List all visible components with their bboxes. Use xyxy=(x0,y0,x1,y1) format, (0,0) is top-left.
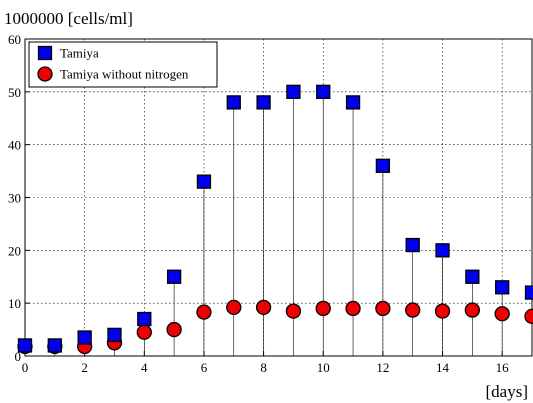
tamiya-without-nitrogen-point xyxy=(166,321,182,338)
data-marks xyxy=(17,84,533,355)
tamiya-point xyxy=(137,311,152,327)
legend-label: Tamiya without nitrogen xyxy=(60,67,189,82)
y-tick-label: 50 xyxy=(8,85,21,100)
x-tick-label: 10 xyxy=(317,360,330,375)
tamiya-without-nitrogen-point xyxy=(136,324,152,340)
y-axis-label: 1000000 [cells/ml] xyxy=(4,9,133,28)
tamiya-without-nitrogen-point xyxy=(196,304,212,320)
y-tick-label: 20 xyxy=(8,243,21,258)
x-axis-label: [days] xyxy=(486,382,528,401)
tamiya-without-nitrogen-point xyxy=(285,303,302,319)
y-tick-label: 40 xyxy=(8,138,21,153)
legend-box xyxy=(28,41,218,88)
tamiya-point xyxy=(524,285,533,300)
tamiya-point xyxy=(77,330,92,345)
tamiya-without-nitrogen-point xyxy=(434,303,451,319)
tamiya-without-nitrogen-point xyxy=(315,300,331,317)
tamiya-without-nitrogen-point xyxy=(375,300,391,317)
tamiya-without-nitrogen-point xyxy=(345,300,361,317)
x-tick-label: 0 xyxy=(22,360,29,375)
y-tick-label: 60 xyxy=(8,32,21,47)
tamiya-point xyxy=(316,84,331,99)
tamiya-without-nitrogen-point xyxy=(524,308,533,325)
tamiya-point xyxy=(47,338,62,353)
tamiya-point xyxy=(345,95,361,110)
tamiya-point xyxy=(435,243,450,258)
tamiya-without-nitrogen-point xyxy=(494,306,510,322)
legend-marker-square xyxy=(37,45,53,61)
y-tick-label: 0 xyxy=(15,349,22,364)
tamiya-point xyxy=(375,158,391,173)
x-tick-label: 12 xyxy=(376,360,389,375)
stem-lines xyxy=(24,91,533,356)
tamiya-point xyxy=(226,95,241,110)
x-tick-label: 14 xyxy=(436,360,450,375)
legend-marker-circle xyxy=(37,66,53,82)
axis-ticks: 0 10 20 30 40 50 60 0 2 4 6 8 10 12 14 16 xyxy=(8,32,509,375)
tamiya-point xyxy=(17,338,33,353)
legend-label: Tamiya xyxy=(60,46,99,61)
x-tick-label: 2 xyxy=(81,360,88,375)
tamiya-point xyxy=(196,174,212,189)
x-tick-label: 6 xyxy=(201,360,208,375)
tamiya-without-nitrogen-point xyxy=(226,299,242,316)
tamiya-without-nitrogen-point xyxy=(464,302,481,318)
x-tick-label: 16 xyxy=(496,360,510,375)
y-tick-label: 30 xyxy=(8,191,21,206)
tamiya-point xyxy=(107,327,122,343)
tamiya-point xyxy=(405,237,420,253)
tamiya-without-nitrogen-point xyxy=(255,299,272,316)
tamiya-point xyxy=(166,269,182,284)
tamiya-point xyxy=(495,280,510,295)
y-tick-label: 10 xyxy=(8,296,21,311)
tamiya-point xyxy=(286,84,301,99)
x-tick-label: 4 xyxy=(141,360,148,375)
tamiya-without-nitrogen-point xyxy=(405,302,421,318)
legend: Tamiya Tamiya without nitrogen xyxy=(28,41,218,88)
tamiya-point xyxy=(256,95,271,110)
x-tick-label: 8 xyxy=(260,360,267,375)
tamiya-point xyxy=(465,269,480,284)
